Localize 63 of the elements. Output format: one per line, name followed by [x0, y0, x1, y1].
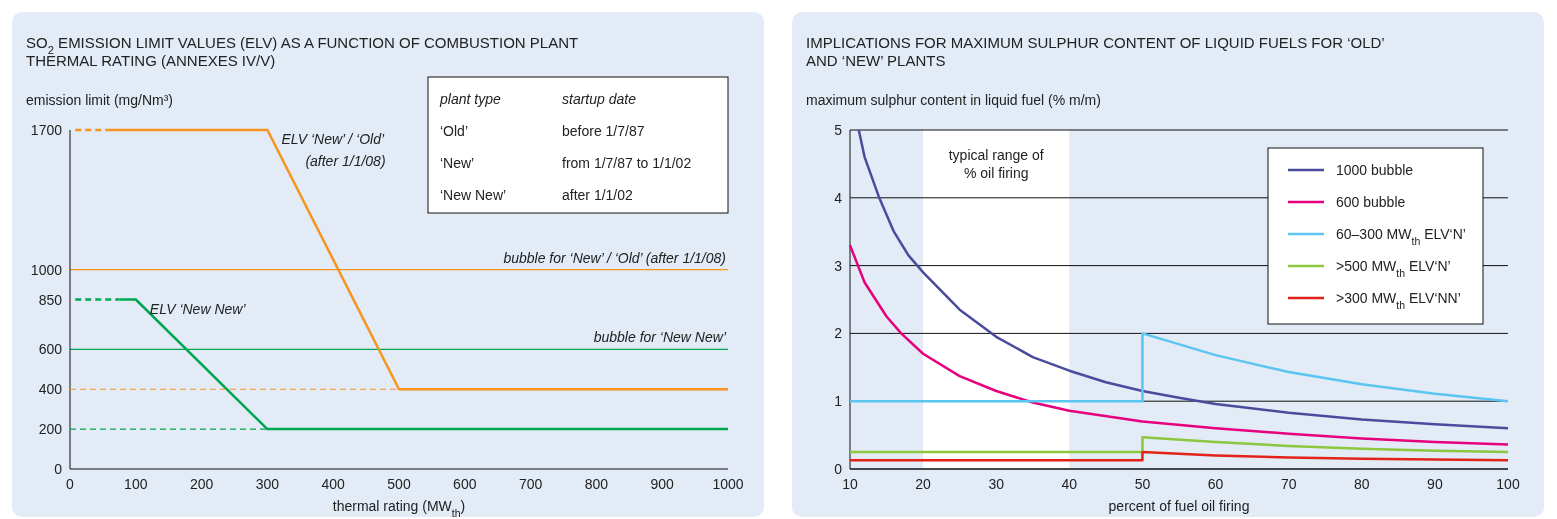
y-tick-label: 400 [38, 381, 63, 398]
x-tick-label: 800 [584, 476, 609, 492]
legend-label: 1000 bubble [1336, 162, 1414, 178]
band-label: typical range of % oil firing [948, 147, 1044, 181]
line-series [857, 128, 1510, 430]
x-tick-label: 80 [1353, 476, 1370, 492]
y-tick-label: 1 [834, 393, 843, 410]
chart-title: IMPLICATIONS FOR MAXIMUM SULPHUR CONTENT OF LIQUID FUELS FOR ‘OLD’ AND ‘NEW’ PLANTS [806, 34, 1385, 69]
y-tick-label: 2 [834, 325, 843, 342]
x-tick-label: 500 [387, 476, 411, 492]
legend-label: 60–300 MW$_{th}$ ELV‘N’ [1336, 226, 1466, 247]
x-tick-label: 100 [124, 476, 148, 492]
annotation: before 1/7/87 [562, 123, 645, 139]
y-tick-label: 600 [38, 341, 63, 358]
legend-label: >300 MW$_{th}$ ELV‘NN’ [1336, 290, 1461, 311]
annotation: ‘New New’ [440, 187, 507, 203]
chart-title: SO$_{2}$ EMISSION LIMIT VALUES (ELV) AS A FUNCTION OF COMBUSTION PLANT THERMAL RATING (ANNEXES IV/V) [26, 34, 579, 69]
line-series [848, 450, 1510, 462]
x-tick-label: 10 [842, 476, 858, 492]
x-tick-label: 90 [1427, 476, 1443, 492]
annotation: ELV ‘New New’ [149, 300, 247, 317]
x-tick-label: 100 [1496, 476, 1520, 492]
x-tick-label: 70 [1280, 476, 1297, 492]
y-tick-label: 1000 [30, 261, 63, 278]
legend-label: 600 bubble [1336, 194, 1406, 210]
x-tick-label: 30 [988, 476, 1005, 492]
legend-label: >500 MW$_{th}$ ELV‘N’ [1336, 258, 1451, 279]
y-tick-label: 0 [54, 461, 63, 477]
annotation: ‘Old’ [440, 123, 469, 139]
x-tick-label: 1000 [712, 476, 744, 492]
y-axis-title: maximum sulphur content in liquid fuel (% m/m) [806, 92, 1101, 108]
x-tick-label: 20 [915, 476, 932, 492]
x-tick-label: 600 [453, 476, 477, 492]
x-tick-label: 60 [1207, 476, 1224, 492]
y-tick-label: 3 [834, 257, 843, 274]
y-tick-label: 200 [38, 421, 63, 438]
y-tick-label: 4 [834, 189, 843, 206]
y-tick-label: 1700 [30, 122, 63, 138]
x-tick-label: 50 [1134, 476, 1151, 492]
text: startup date [562, 91, 636, 107]
x-tick-label: 400 [321, 476, 346, 492]
line-series [848, 244, 1510, 446]
text: plant type [440, 91, 501, 107]
x-tick-label: 900 [650, 476, 675, 492]
x-tick-label: 300 [255, 476, 280, 492]
ref-line-label: bubble for ‘New’ / ‘Old’ (after 1/1/08) [503, 249, 726, 266]
x-tick-label: 200 [189, 476, 214, 492]
y-tick-label: 5 [834, 122, 843, 138]
x-tick-label: 0 [66, 476, 75, 492]
annotation: ‘New’ [440, 155, 475, 171]
y-tick-label: 850 [38, 291, 63, 308]
y-tick-label: 0 [834, 461, 843, 477]
x-tick-label: 700 [518, 476, 543, 492]
line-series [848, 332, 1510, 403]
x-axis-title: thermal rating (MW$_{th}$) [332, 498, 466, 519]
x-tick-label: 40 [1061, 476, 1078, 492]
y-axis-title: emission limit (mg/Nm³) [26, 92, 173, 108]
annotation: ELV ‘New’ / ‘Old’ (after 1/1/08) [281, 131, 386, 169]
x-axis-title: percent of fuel oil firing [1108, 498, 1250, 514]
ref-line-label: bubble for ‘New New’ [593, 329, 727, 346]
line-series [848, 435, 1510, 454]
annotation: after 1/1/02 [562, 187, 634, 203]
annotation: from 1/7/87 to 1/1/02 [562, 155, 692, 171]
